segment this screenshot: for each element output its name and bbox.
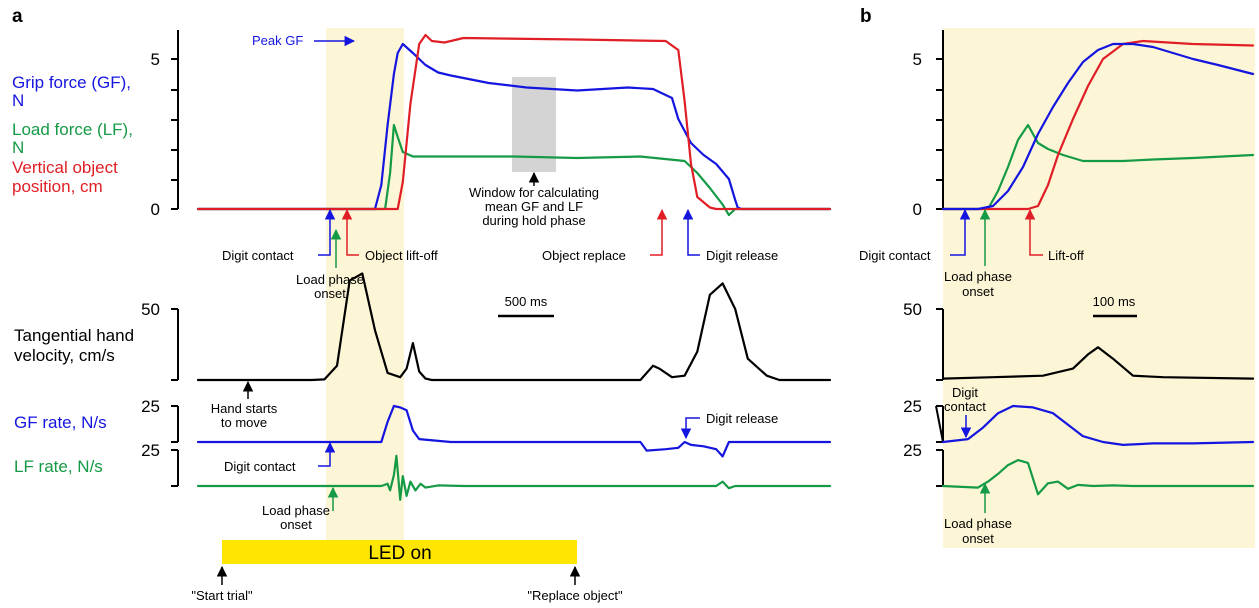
panel-letter-a: a xyxy=(12,6,23,27)
trace-b-vel xyxy=(941,346,1255,380)
trace-a-pos xyxy=(196,33,832,211)
trace-b-pos xyxy=(941,39,1255,211)
velocity-axis-a xyxy=(171,308,179,381)
gfrate-axis-b xyxy=(935,405,944,443)
ylabel-gfrate: GF rate, N/s xyxy=(14,413,107,432)
tick-a-vel-50: 50 xyxy=(141,300,160,319)
tick-a-0: 0 xyxy=(151,200,160,219)
scale-bar-b-label: 100 ms xyxy=(1093,294,1136,309)
release-leader-a xyxy=(682,208,700,256)
panel-letter-b: b xyxy=(860,6,872,27)
rate-contact-label-a: Digit contact xyxy=(224,459,296,474)
digit-contact-label-b: Digit contact xyxy=(859,248,931,263)
liftoff-leader-b xyxy=(1024,208,1043,256)
trace-a-gf xyxy=(196,42,832,211)
tick-a-gfrate-25: 25 xyxy=(141,397,160,416)
tick-a-5: 5 xyxy=(151,50,160,69)
replace-leader-a xyxy=(650,208,668,256)
start-trial-label: "Start trial" xyxy=(191,588,253,603)
tick-b-lfrate-25: 25 xyxy=(903,441,922,460)
rate-onset-label-b: Load phase onset xyxy=(944,516,1012,546)
trace-a-vel xyxy=(196,272,832,382)
lfrate-axis-b xyxy=(936,449,944,487)
scale-bar-a-label: 500 ms xyxy=(505,294,548,309)
trace-b-lf xyxy=(941,123,1255,211)
gfrate-axis-a xyxy=(171,405,179,443)
rate-contact-leader-a xyxy=(318,441,336,467)
rate-release-label-a: Digit release xyxy=(706,411,778,426)
ylabel-lf: Load force (LF), N xyxy=(12,120,133,157)
trace-b-gfrate xyxy=(941,404,1255,446)
rate-onset-label-a: Load phase onset xyxy=(262,503,330,532)
led-on-bar xyxy=(222,540,577,564)
ylabel-vel: Tangential hand velocity, cm/s xyxy=(14,326,134,365)
liftoff-label-b: Lift-off xyxy=(1048,248,1084,263)
tick-b-vel-50: 50 xyxy=(903,300,922,319)
liftoff-label-a: Object lift-off xyxy=(365,248,438,263)
ylabel-lfrate: LF rate, N/s xyxy=(14,457,103,476)
tick-a-lfrate-25: 25 xyxy=(141,441,160,460)
force-axis-a xyxy=(171,30,179,210)
velocity-axis-b xyxy=(936,308,944,381)
trace-a-lfrate xyxy=(196,454,832,501)
window-text: Window for calculating mean GF and LF duri… xyxy=(469,185,599,228)
replace-object-label: "Replace object" xyxy=(527,588,623,603)
liftoff-leader-a xyxy=(341,208,359,256)
ylabel-gf: Grip force (GF), N xyxy=(12,73,131,110)
rate-contact-label-b: Digit contact xyxy=(944,385,986,414)
trace-b-lfrate xyxy=(941,459,1255,496)
replace-label-a: Object replace xyxy=(542,248,626,263)
release-label-a: Digit release xyxy=(706,248,778,263)
lfrate-axis-a xyxy=(171,449,179,487)
digit-contact-label-a: Digit contact xyxy=(222,248,294,263)
digit-contact-leader-b xyxy=(950,208,971,256)
led-on-label: LED on xyxy=(368,543,431,564)
tick-b-0: 0 xyxy=(913,200,922,219)
tick-b-5: 5 xyxy=(913,50,922,69)
ylabel-pos: Vertical object position, cm xyxy=(12,158,118,196)
trace-a-lf xyxy=(196,123,832,217)
rate-release-leader-a xyxy=(680,417,700,440)
digit-contact-leader-a xyxy=(318,208,336,256)
shaded-region-b xyxy=(943,28,1255,548)
load-onset-label-b: Load phase onset xyxy=(944,269,1012,299)
trace-b-gf xyxy=(941,42,1255,211)
load-onset-label-a: Load phase onset xyxy=(296,272,364,301)
tick-b-gfrate-25: 25 xyxy=(903,397,922,416)
trace-a-gfrate xyxy=(196,404,832,458)
peak-gf-label: Peak GF xyxy=(252,33,303,48)
hand-starts-label: Hand starts to move xyxy=(211,401,278,430)
force-axis-b xyxy=(936,30,944,210)
